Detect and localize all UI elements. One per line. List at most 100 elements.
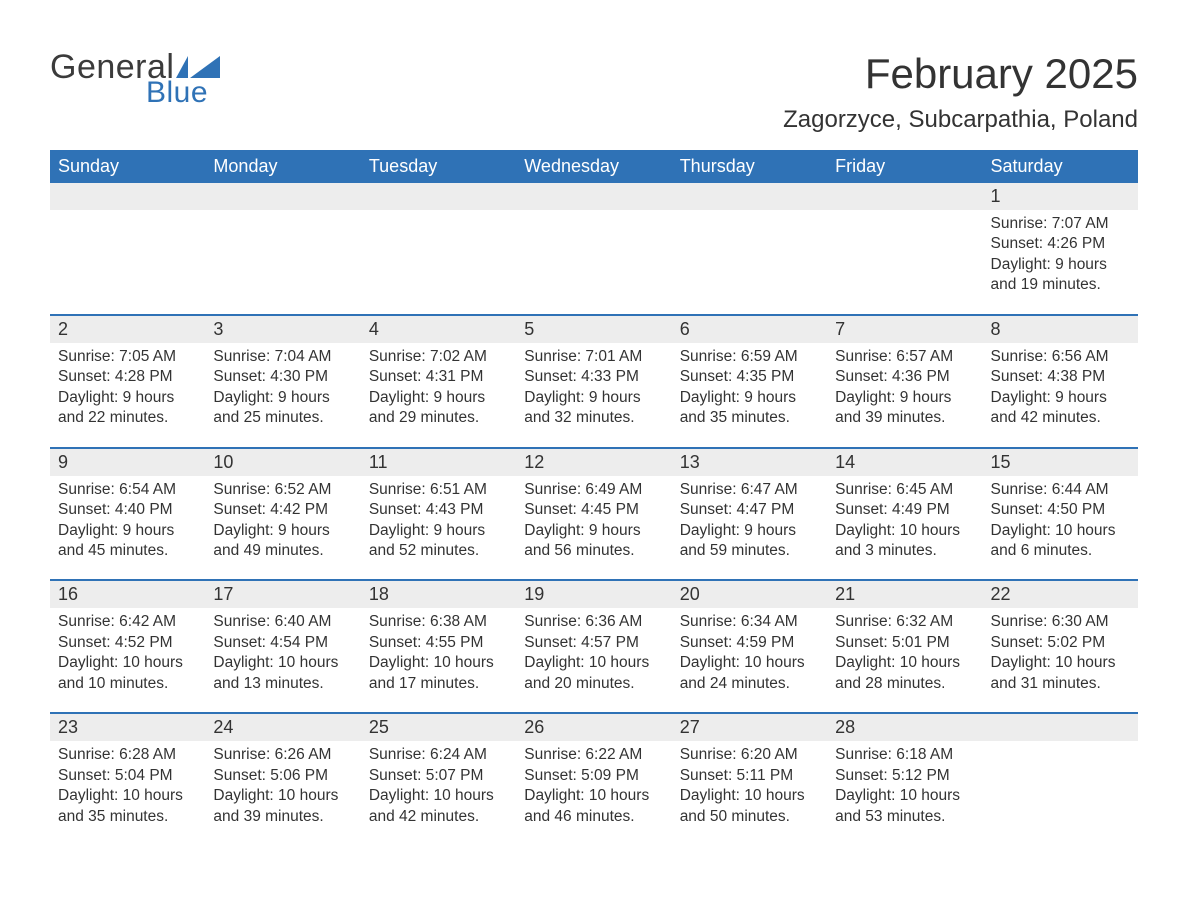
sunset-text: Sunset: 4:59 PM — [680, 633, 819, 653]
day-number: 22 — [989, 581, 1132, 608]
weekday-header: Friday — [827, 150, 982, 183]
day-cell: . — [672, 183, 827, 314]
daylight-text: and 50 minutes. — [680, 807, 819, 827]
sunset-text: Sunset: 5:06 PM — [213, 766, 352, 786]
day-body: Sunrise: 6:47 AMSunset: 4:47 PMDaylight:… — [678, 476, 821, 562]
day-number-row: 9 — [50, 449, 205, 476]
calendar-week: 16Sunrise: 6:42 AMSunset: 4:52 PMDayligh… — [50, 579, 1138, 712]
sunrise-text: Sunrise: 6:44 AM — [991, 480, 1130, 500]
day-number-row: 14 — [827, 449, 982, 476]
sunset-text: Sunset: 4:42 PM — [213, 500, 352, 520]
daylight-text: and 49 minutes. — [213, 541, 352, 561]
sunrise-text: Sunrise: 6:18 AM — [835, 745, 974, 765]
day-cell: . — [50, 183, 205, 314]
day-number-row: . — [672, 183, 827, 210]
daylight-text: Daylight: 9 hours — [524, 521, 663, 541]
sunrise-text: Sunrise: 7:02 AM — [369, 347, 508, 367]
daylight-text: and 10 minutes. — [58, 674, 197, 694]
day-cell: . — [205, 183, 360, 314]
sunset-text: Sunset: 5:09 PM — [524, 766, 663, 786]
day-number: 6 — [678, 316, 821, 343]
day-body: Sunrise: 7:01 AMSunset: 4:33 PMDaylight:… — [522, 343, 665, 429]
sunset-text: Sunset: 5:01 PM — [835, 633, 974, 653]
calendar-week: 23Sunrise: 6:28 AMSunset: 5:04 PMDayligh… — [50, 712, 1138, 845]
day-body: Sunrise: 7:05 AMSunset: 4:28 PMDaylight:… — [56, 343, 199, 429]
sunset-text: Sunset: 4:43 PM — [369, 500, 508, 520]
daylight-text: and 35 minutes. — [680, 408, 819, 428]
daylight-text: Daylight: 10 hours — [213, 653, 352, 673]
daylight-text: Daylight: 10 hours — [369, 653, 508, 673]
daylight-text: Daylight: 9 hours — [991, 388, 1130, 408]
sunset-text: Sunset: 4:28 PM — [58, 367, 197, 387]
daylight-text: Daylight: 10 hours — [680, 653, 819, 673]
day-number-row: 19 — [516, 581, 671, 608]
daylight-text: Daylight: 10 hours — [58, 653, 197, 673]
daylight-text: and 19 minutes. — [991, 275, 1130, 295]
daylight-text: and 59 minutes. — [680, 541, 819, 561]
daylight-text: Daylight: 10 hours — [680, 786, 819, 806]
title-block: February 2025 Zagorzyce, Subcarpathia, P… — [783, 50, 1138, 144]
daylight-text: Daylight: 9 hours — [58, 521, 197, 541]
day-body: Sunrise: 6:24 AMSunset: 5:07 PMDaylight:… — [367, 741, 510, 827]
day-number: 24 — [211, 714, 354, 741]
sunrise-text: Sunrise: 6:54 AM — [58, 480, 197, 500]
sunrise-text: Sunrise: 6:45 AM — [835, 480, 974, 500]
daylight-text: Daylight: 9 hours — [58, 388, 197, 408]
day-body: Sunrise: 7:04 AMSunset: 4:30 PMDaylight:… — [211, 343, 354, 429]
day-number: 2 — [56, 316, 199, 343]
sunrise-text: Sunrise: 7:07 AM — [991, 214, 1130, 234]
day-cell: 25Sunrise: 6:24 AMSunset: 5:07 PMDayligh… — [361, 714, 516, 845]
daylight-text: Daylight: 10 hours — [835, 653, 974, 673]
day-number-row: . — [983, 714, 1138, 741]
weekday-header-row: SundayMondayTuesdayWednesdayThursdayFrid… — [50, 150, 1138, 183]
daylight-text: Daylight: 10 hours — [991, 653, 1130, 673]
sunset-text: Sunset: 5:04 PM — [58, 766, 197, 786]
daylight-text: and 42 minutes. — [369, 807, 508, 827]
day-number-row: 17 — [205, 581, 360, 608]
month-title: February 2025 — [783, 50, 1138, 98]
sunrise-text: Sunrise: 6:38 AM — [369, 612, 508, 632]
day-cell: . — [516, 183, 671, 314]
daylight-text: and 25 minutes. — [213, 408, 352, 428]
sunset-text: Sunset: 4:57 PM — [524, 633, 663, 653]
day-number-row: . — [516, 183, 671, 210]
sunrise-text: Sunrise: 6:56 AM — [991, 347, 1130, 367]
day-number: 3 — [211, 316, 354, 343]
day-number: 17 — [211, 581, 354, 608]
sunrise-text: Sunrise: 7:05 AM — [58, 347, 197, 367]
calendar-week: 9Sunrise: 6:54 AMSunset: 4:40 PMDaylight… — [50, 447, 1138, 580]
day-cell: 4Sunrise: 7:02 AMSunset: 4:31 PMDaylight… — [361, 316, 516, 447]
day-number-row: 6 — [672, 316, 827, 343]
day-number: 20 — [678, 581, 821, 608]
sunset-text: Sunset: 4:30 PM — [213, 367, 352, 387]
day-body: Sunrise: 6:30 AMSunset: 5:02 PMDaylight:… — [989, 608, 1132, 694]
day-body: Sunrise: 6:36 AMSunset: 4:57 PMDaylight:… — [522, 608, 665, 694]
daylight-text: and 31 minutes. — [991, 674, 1130, 694]
calendar: SundayMondayTuesdayWednesdayThursdayFrid… — [50, 150, 1138, 845]
calendar-week: 2Sunrise: 7:05 AMSunset: 4:28 PMDaylight… — [50, 314, 1138, 447]
sunrise-text: Sunrise: 6:28 AM — [58, 745, 197, 765]
day-cell: 5Sunrise: 7:01 AMSunset: 4:33 PMDaylight… — [516, 316, 671, 447]
daylight-text: and 6 minutes. — [991, 541, 1130, 561]
day-cell: 22Sunrise: 6:30 AMSunset: 5:02 PMDayligh… — [983, 581, 1138, 712]
day-body: Sunrise: 6:38 AMSunset: 4:55 PMDaylight:… — [367, 608, 510, 694]
daylight-text: Daylight: 9 hours — [680, 388, 819, 408]
sunrise-text: Sunrise: 6:32 AM — [835, 612, 974, 632]
sunrise-text: Sunrise: 6:40 AM — [213, 612, 352, 632]
daylight-text: and 53 minutes. — [835, 807, 974, 827]
day-number-row: 2 — [50, 316, 205, 343]
day-number-row: 15 — [983, 449, 1138, 476]
day-number-row: . — [361, 183, 516, 210]
day-cell: 10Sunrise: 6:52 AMSunset: 4:42 PMDayligh… — [205, 449, 360, 580]
daylight-text: and 39 minutes. — [835, 408, 974, 428]
day-cell: 14Sunrise: 6:45 AMSunset: 4:49 PMDayligh… — [827, 449, 982, 580]
day-cell: . — [983, 714, 1138, 845]
daylight-text: Daylight: 10 hours — [213, 786, 352, 806]
day-number: 19 — [522, 581, 665, 608]
sunset-text: Sunset: 4:31 PM — [369, 367, 508, 387]
day-number-row: 24 — [205, 714, 360, 741]
day-number-row: 26 — [516, 714, 671, 741]
header: General Blue February 2025 Zagorzyce, Su… — [50, 50, 1138, 144]
day-cell: 21Sunrise: 6:32 AMSunset: 5:01 PMDayligh… — [827, 581, 982, 712]
day-number-row: 4 — [361, 316, 516, 343]
